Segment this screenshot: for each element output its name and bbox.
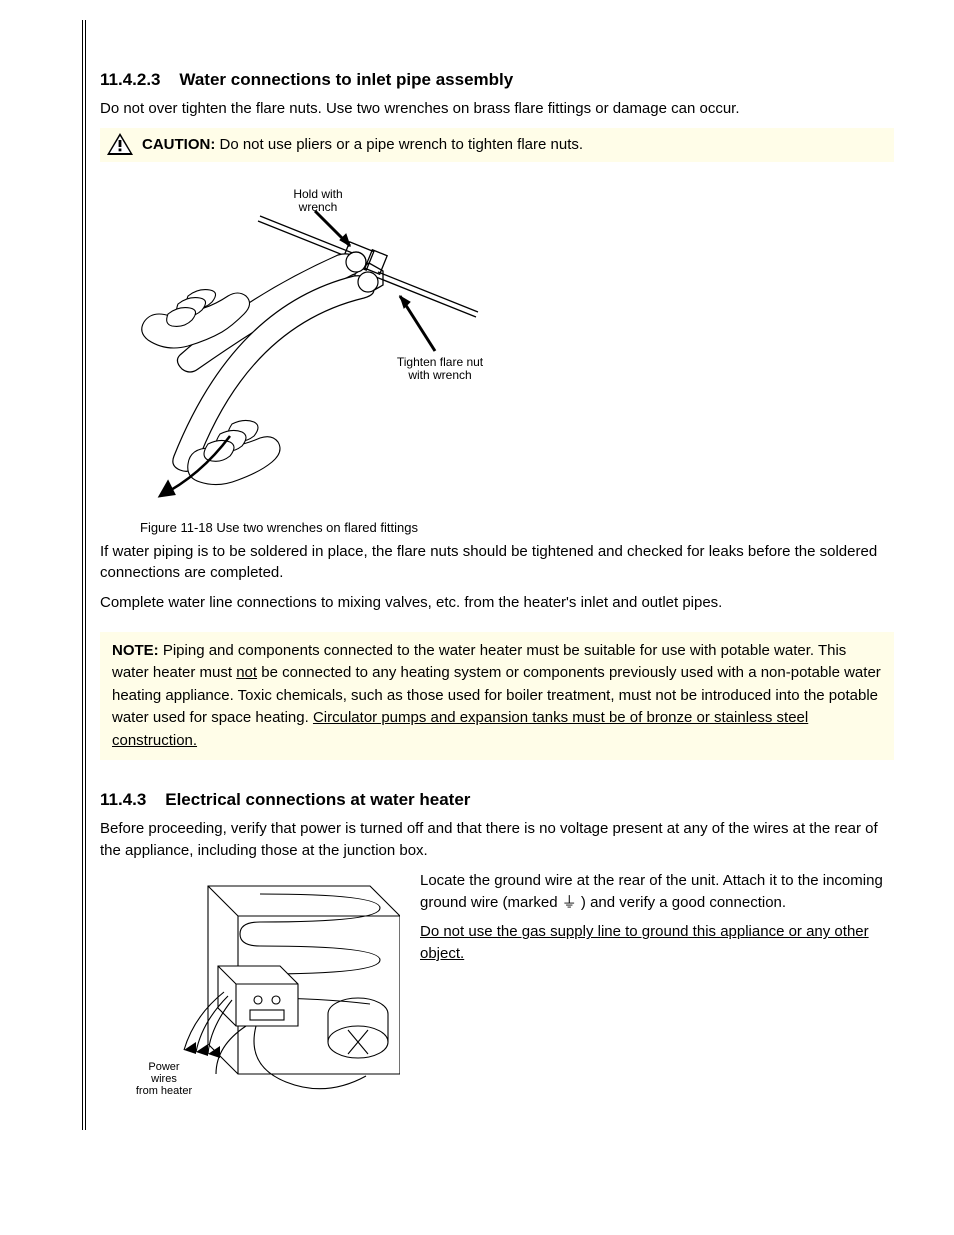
fig19-label-l3: from heater [136, 1085, 193, 1097]
figure-11-18: Hold with wrench Tighten flare nut with … [100, 176, 894, 535]
fig-label-top-line2: wrench [298, 200, 338, 214]
section-num-1: 11.4.2.3 [100, 70, 161, 89]
caution-text: Do not use pliers or a pipe wrench to ti… [220, 136, 584, 153]
ground-symbol: ⏚ [562, 894, 577, 911]
caution-box: CAUTION: Do not use pliers or a pipe wre… [100, 128, 894, 162]
note-not: not [236, 664, 257, 681]
para-complete-lines: Complete water line connections to mixin… [100, 592, 894, 614]
para-do-not-ground-gas: Do not use the gas supply line to ground… [420, 921, 894, 965]
fig-label-top-line1: Hold with [293, 187, 342, 201]
fig-label-bot-line2: with wrench [407, 368, 471, 382]
para-solder: If water piping is to be soldered in pla… [100, 541, 894, 585]
warning-icon [106, 132, 134, 156]
fig19-label-l2: wires [150, 1073, 177, 1085]
fig19-label-l1: Power [148, 1061, 180, 1073]
para-flare-nuts: Do not over tighten the flare nuts. Use … [100, 98, 894, 120]
figure-11-19: Power wires from heater [100, 874, 400, 1104]
section-num-2: 11.4.3 [100, 790, 146, 809]
section-title-1: Water connections to inlet pipe assembly [179, 70, 513, 89]
para-ground-wire: Locate the ground wire at the rear of th… [420, 870, 894, 914]
section-title-2: Electrical connections at water heater [165, 790, 470, 809]
fig-label-bot-line1: Tighten flare nut [397, 355, 484, 369]
section-heading-2: 11.4.3 Electrical connections at water h… [100, 790, 894, 810]
para-verify-power: Before proceeding, verify that power is … [100, 818, 894, 862]
note-label: NOTE: [112, 642, 159, 659]
p5b: ) and verify a good connection. [581, 894, 786, 911]
vertical-rule [82, 20, 86, 1130]
figure-11-18-caption: Figure 11-18 Use two wrenches on flared … [140, 520, 894, 535]
figure-11-19-svg: Power wires from heater [100, 874, 400, 1104]
note-box: NOTE: Piping and components connected to… [100, 632, 894, 761]
section-heading-1: 11.4.2.3 Water connections to inlet pipe… [100, 70, 894, 90]
figure-11-18-svg: Hold with wrench Tighten flare nut with … [100, 176, 520, 516]
caution-label: CAUTION: [142, 136, 215, 153]
